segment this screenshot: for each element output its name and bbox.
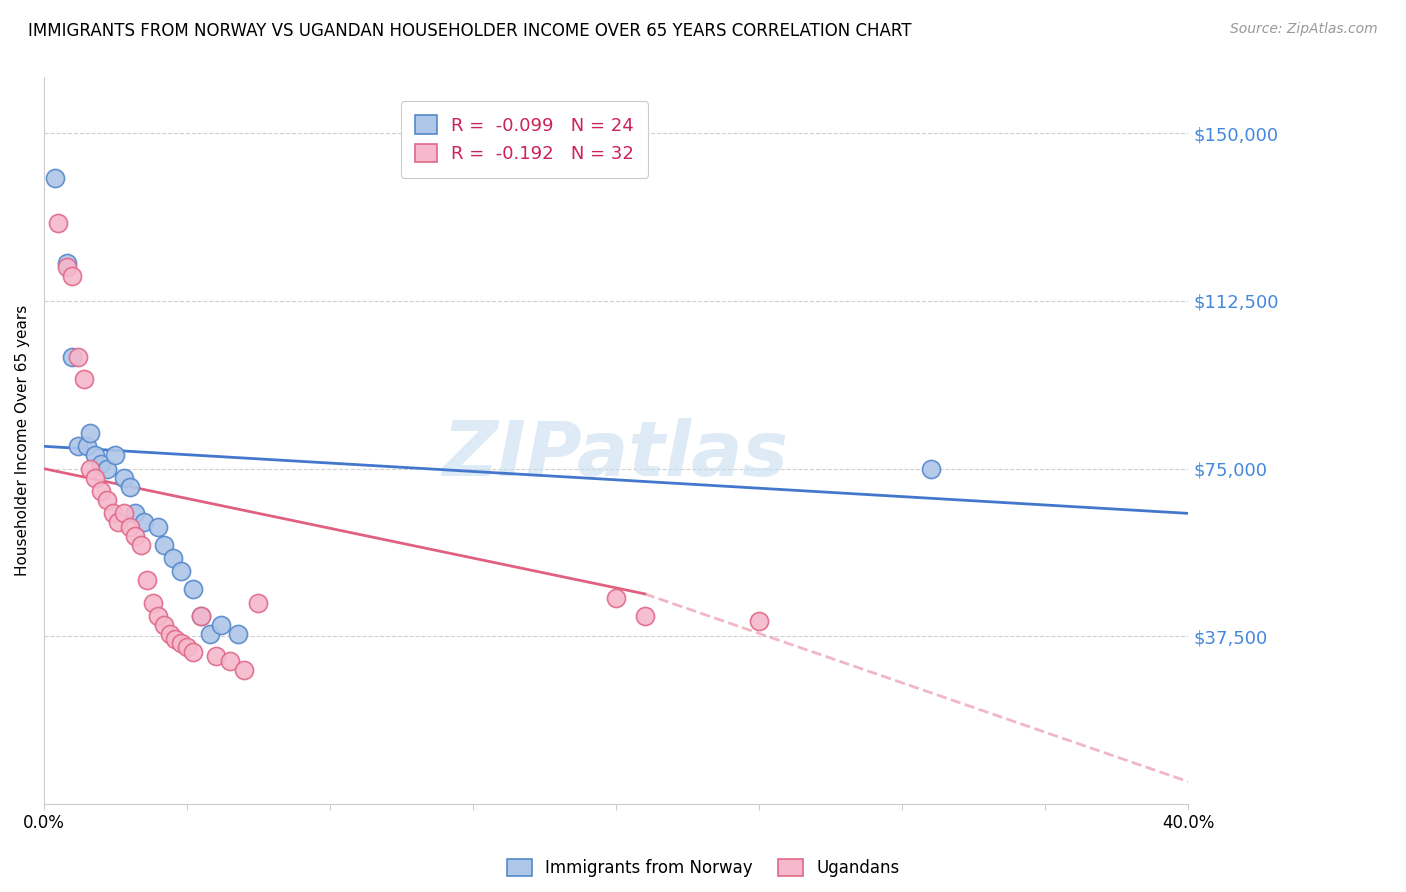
Point — [181, 582, 204, 597]
Point — [67, 439, 90, 453]
Point — [124, 507, 146, 521]
Point — [67, 350, 90, 364]
Point — [190, 609, 212, 624]
Text: Source: ZipAtlas.com: Source: ZipAtlas.com — [1230, 22, 1378, 37]
Point — [90, 457, 112, 471]
Point — [96, 461, 118, 475]
Point — [107, 516, 129, 530]
Point — [159, 627, 181, 641]
Point — [62, 269, 84, 284]
Point — [176, 640, 198, 655]
Point — [132, 516, 155, 530]
Point — [170, 636, 193, 650]
Point — [46, 216, 69, 230]
Point — [101, 507, 124, 521]
Point — [79, 461, 101, 475]
Point — [162, 551, 184, 566]
Point — [96, 492, 118, 507]
Point — [204, 649, 226, 664]
Point — [62, 350, 84, 364]
Point — [84, 470, 107, 484]
Y-axis label: Householder Income Over 65 years: Householder Income Over 65 years — [15, 305, 30, 576]
Point — [112, 507, 135, 521]
Point — [170, 565, 193, 579]
Point — [748, 614, 770, 628]
Point — [118, 520, 141, 534]
Point — [209, 618, 232, 632]
Point — [84, 448, 107, 462]
Text: IMMIGRANTS FROM NORWAY VS UGANDAN HOUSEHOLDER INCOME OVER 65 YEARS CORRELATION C: IMMIGRANTS FROM NORWAY VS UGANDAN HOUSEH… — [28, 22, 911, 40]
Point — [104, 448, 127, 462]
Point — [247, 596, 270, 610]
Point — [148, 520, 170, 534]
Legend: R =  -0.099   N = 24, R =  -0.192   N = 32: R = -0.099 N = 24, R = -0.192 N = 32 — [401, 101, 648, 178]
Point — [228, 627, 250, 641]
Point — [55, 260, 77, 275]
Point — [76, 439, 98, 453]
Point — [218, 654, 240, 668]
Point — [135, 574, 157, 588]
Point — [73, 372, 96, 386]
Point — [198, 627, 221, 641]
Point — [129, 538, 152, 552]
Point — [633, 609, 655, 624]
Point — [153, 618, 176, 632]
Point — [55, 256, 77, 270]
Text: ZIPatlas: ZIPatlas — [443, 418, 789, 492]
Point — [153, 538, 176, 552]
Point — [90, 483, 112, 498]
Legend: Immigrants from Norway, Ugandans: Immigrants from Norway, Ugandans — [501, 852, 905, 884]
Point — [181, 645, 204, 659]
Point — [112, 470, 135, 484]
Point — [79, 425, 101, 440]
Point — [605, 591, 627, 606]
Point — [148, 609, 170, 624]
Point — [44, 171, 66, 186]
Point — [233, 663, 256, 677]
Point — [165, 632, 187, 646]
Point — [124, 529, 146, 543]
Point — [118, 479, 141, 493]
Point — [142, 596, 165, 610]
Point — [920, 461, 942, 475]
Point — [190, 609, 212, 624]
